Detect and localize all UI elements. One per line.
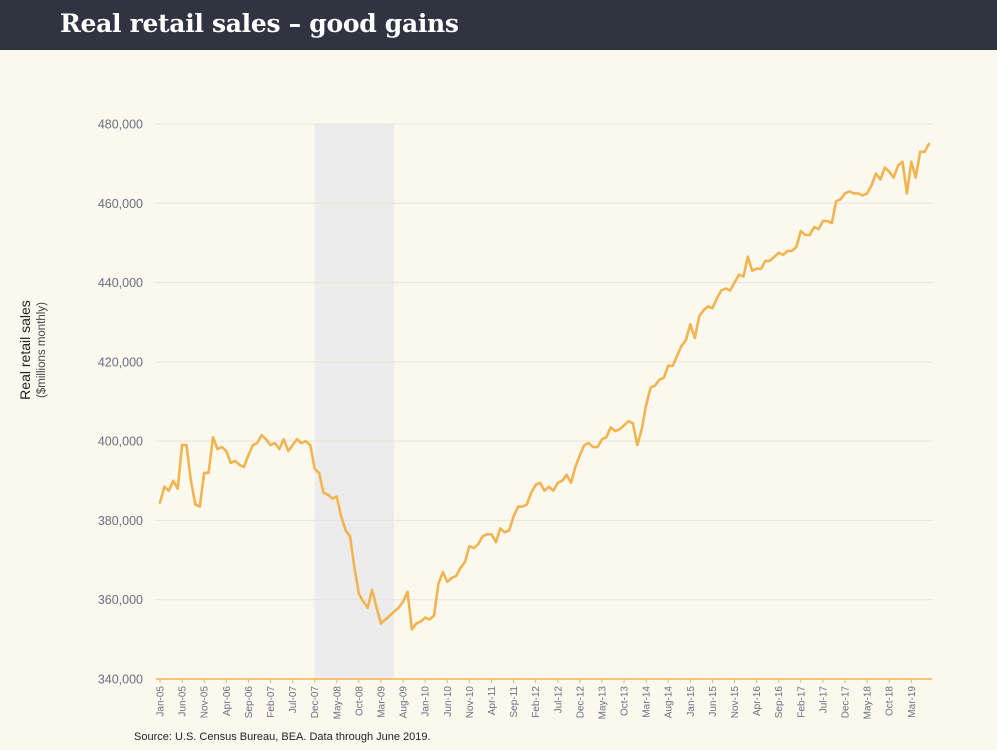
header-bar: Real retail sales – good gains <box>0 0 997 50</box>
x-tick-label: Aug-14 <box>664 686 675 719</box>
x-tick-label: Mar-14 <box>642 686 653 718</box>
gridlines <box>156 123 932 601</box>
x-tick-label: Oct-08 <box>354 686 365 716</box>
x-tick-label: Mar-19 <box>907 686 918 718</box>
y-tick-label: 400,000 <box>98 435 143 449</box>
x-tick-label: Jul-17 <box>818 686 829 714</box>
x-tick-label: Jan-05 <box>156 686 167 717</box>
y-axis-subtitle: ($millions monthly) <box>36 302 48 398</box>
page-title: Real retail sales – good gains <box>60 9 459 38</box>
x-tick-label: Apr-11 <box>487 686 498 716</box>
x-tick-label: Feb-12 <box>531 686 542 718</box>
x-tick-label: Jun-05 <box>178 686 189 717</box>
x-tick-label: Sep-11 <box>509 686 520 718</box>
x-tick-label: Dec-07 <box>310 686 321 719</box>
x-tick-label: Feb-07 <box>266 686 277 718</box>
series-layer <box>158 142 931 631</box>
recession-shading-layer <box>314 124 395 679</box>
x-tick-label: Aug-09 <box>399 686 410 719</box>
x-axis-ticks: Jan-05 Jun-05 Nov-05 Apr-06 Sep-06 Feb-07 Jul-… <box>156 679 918 719</box>
x-tick-label: May-18 <box>863 686 874 720</box>
x-tick-label: Jul-12 <box>553 686 564 714</box>
x-tick-label: Sep-06 <box>244 686 255 719</box>
x-tick-label: Jul-07 <box>288 686 299 714</box>
x-tick-label: Jun-15 <box>708 686 719 717</box>
x-tick-label: Mar-09 <box>376 686 387 718</box>
x-tick-label: Oct-13 <box>620 686 631 716</box>
recession-shading <box>314 124 395 679</box>
x-tick-label: Jan-15 <box>686 686 697 717</box>
y-axis-title: Real retail sales <box>17 300 33 400</box>
y-axis-ticks: 340,000 360,000 380,000 400,000 420,000 440,0… <box>98 118 143 687</box>
x-tick-label: Dec-12 <box>575 686 586 719</box>
x-tick-label: Apr-06 <box>222 686 233 716</box>
x-tick-label: Jun-10 <box>443 686 454 717</box>
x-tick-label: Nov-05 <box>200 686 211 719</box>
x-tick-label: Apr-16 <box>752 686 763 716</box>
x-tick-label: Dec-17 <box>841 686 852 719</box>
y-tick-label: 440,000 <box>98 276 143 290</box>
x-tick-label: Feb-17 <box>796 686 807 718</box>
x-tick-label: May-08 <box>332 686 343 720</box>
x-tick-label: May-13 <box>597 686 608 720</box>
y-tick-label: 460,000 <box>98 197 143 211</box>
y-tick-label: 480,000 <box>98 118 143 132</box>
y-tick-label: 420,000 <box>98 355 143 369</box>
source-note: Source: U.S. Census Bureau, BEA. Data th… <box>134 731 431 743</box>
y-tick-label: 340,000 <box>98 673 143 687</box>
series-line-real-retail-sales <box>158 142 931 631</box>
y-tick-label: 380,000 <box>98 514 143 528</box>
x-tick-label: Jan-10 <box>421 686 432 717</box>
x-tick-label: Nov-15 <box>730 686 741 719</box>
y-axis-label: Real retail sales ($millions monthly) <box>17 230 51 470</box>
x-tick-label: Oct-18 <box>885 686 896 716</box>
x-tick-label: Nov-10 <box>465 686 476 719</box>
y-tick-label: 360,000 <box>98 593 143 607</box>
x-tick-label: Sep-16 <box>774 686 785 719</box>
